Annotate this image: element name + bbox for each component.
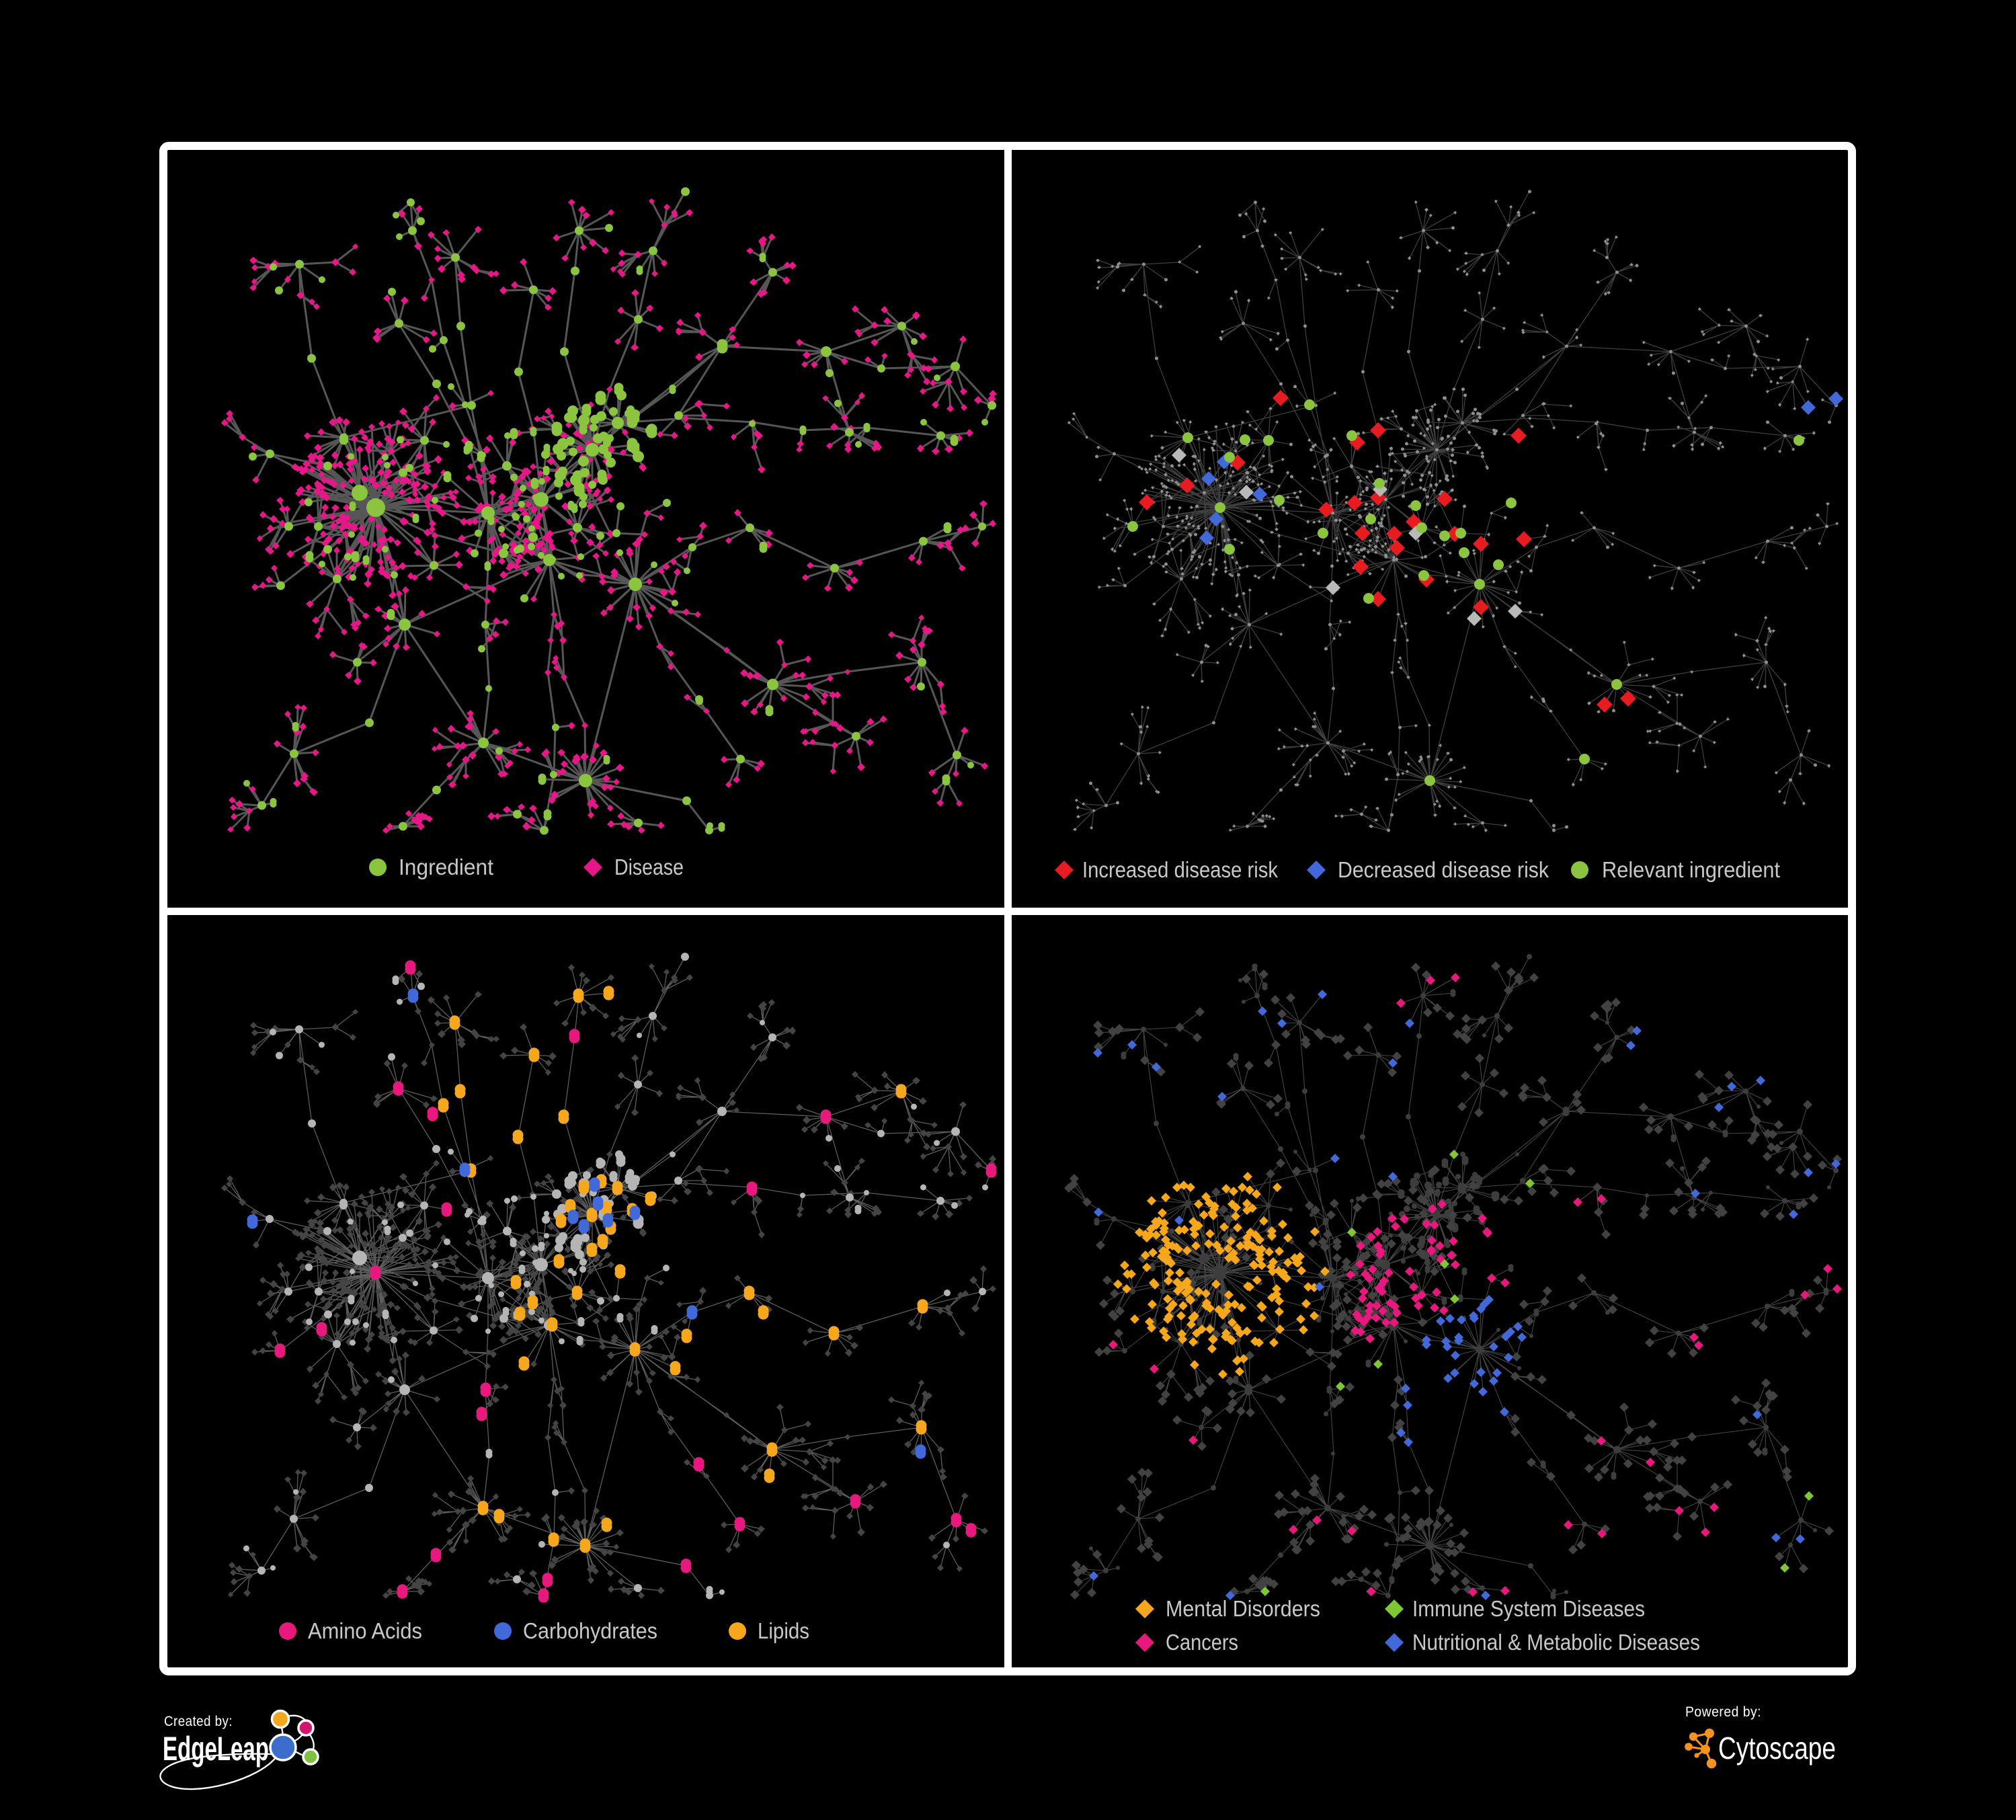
svg-text:Carbohydrates: Carbohydrates: [523, 1618, 657, 1643]
svg-text:Created by:: Created by:: [164, 1714, 233, 1729]
svg-text:Disease: Disease: [614, 855, 684, 879]
svg-text:EdgeLeap: EdgeLeap: [163, 1730, 269, 1768]
svg-text:Ingredient: Ingredient: [399, 855, 493, 879]
svg-text:Cytoscape: Cytoscape: [1718, 1731, 1836, 1766]
svg-text:Amino Acids: Amino Acids: [308, 1618, 422, 1643]
svg-text:Immune System Diseases: Immune System Diseases: [1412, 1596, 1645, 1621]
svg-text:Decreased disease risk: Decreased disease risk: [1338, 857, 1549, 882]
svg-text:Cancers: Cancers: [1166, 1630, 1238, 1655]
svg-text:Increased disease risk: Increased disease risk: [1082, 857, 1278, 882]
svg-text:Relevant ingredient: Relevant ingredient: [1602, 857, 1780, 882]
svg-text:Powered by:: Powered by:: [1685, 1704, 1761, 1720]
svg-text:Lipids: Lipids: [758, 1618, 809, 1643]
svg-text:Nutritional & Metabolic Diseas: Nutritional & Metabolic Diseases: [1412, 1630, 1700, 1655]
svg-text:Mental Disorders: Mental Disorders: [1166, 1596, 1320, 1621]
